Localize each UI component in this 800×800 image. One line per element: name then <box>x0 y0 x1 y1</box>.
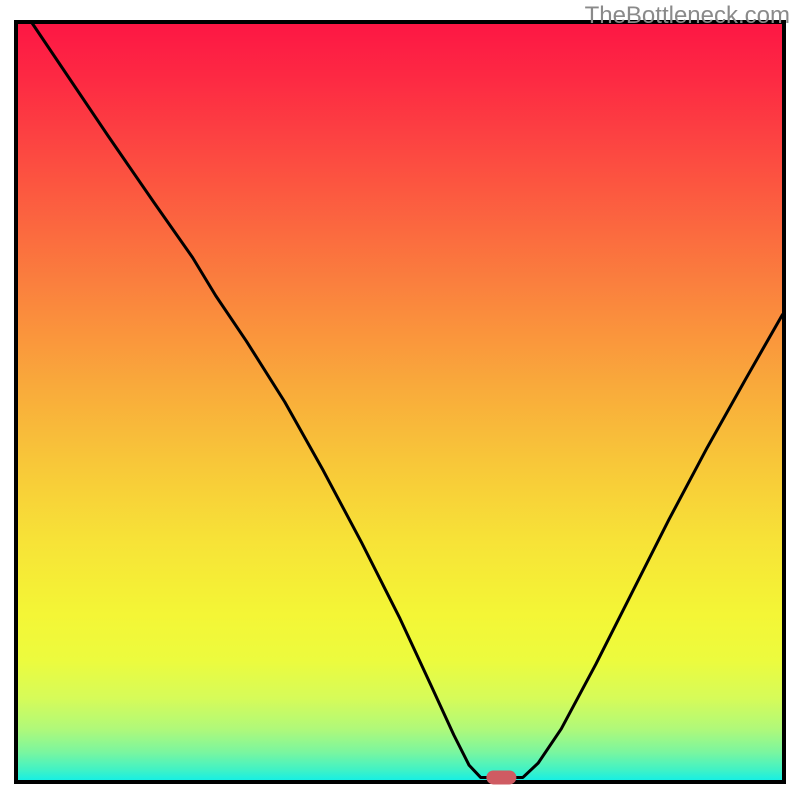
plot-background <box>16 22 784 782</box>
watermark-text: TheBottleneck.com <box>585 2 790 30</box>
minimum-marker <box>486 770 516 784</box>
bottleneck-chart <box>0 0 800 800</box>
